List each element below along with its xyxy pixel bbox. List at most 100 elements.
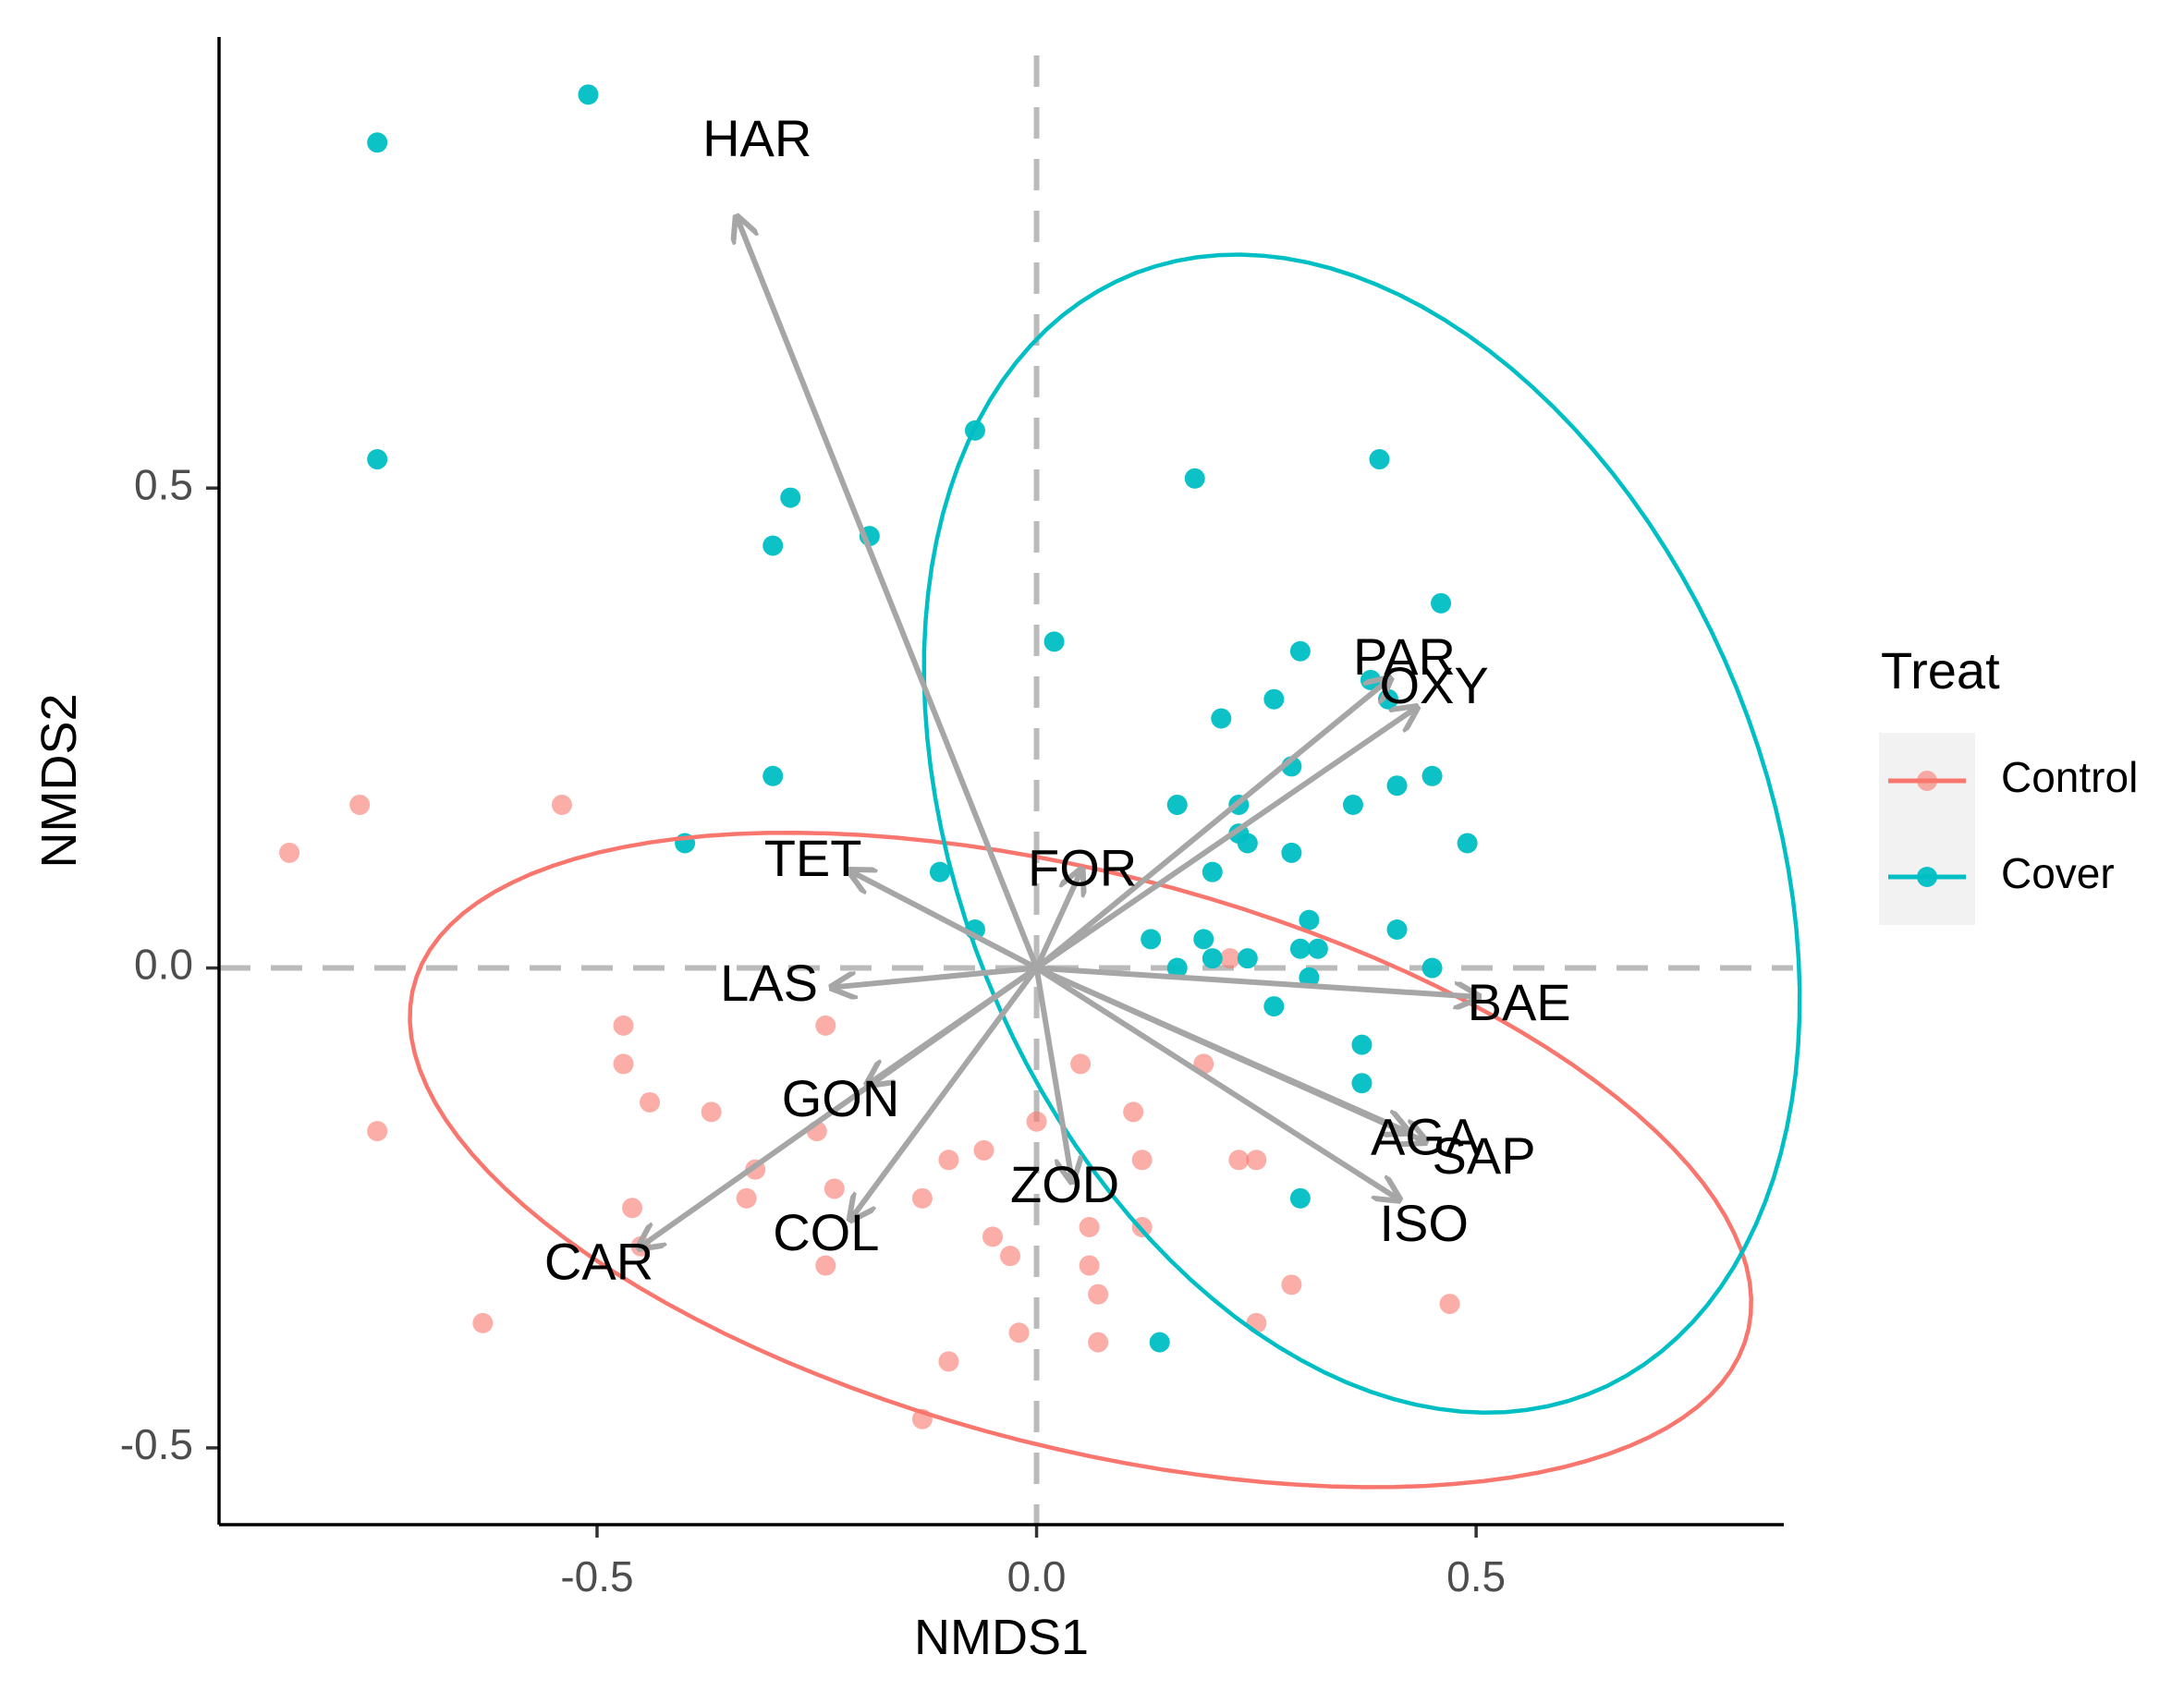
vector-oxy (1034, 709, 1415, 971)
vector-sap (1035, 965, 1423, 1141)
point-control (815, 1255, 836, 1276)
point-cover (1369, 449, 1390, 470)
point-control (911, 1187, 933, 1209)
point-cover (1386, 919, 1408, 940)
point-control (1026, 1111, 1047, 1132)
point-cover (763, 765, 784, 786)
point-cover (1263, 996, 1285, 1017)
point-control (349, 794, 371, 815)
vector-label-for: FOR (1028, 838, 1137, 896)
point-control (1246, 1150, 1267, 1171)
point-cover (1421, 957, 1443, 979)
point-cover (1193, 929, 1214, 950)
point-control (1079, 1217, 1100, 1237)
axes (217, 37, 1784, 1527)
ellipse-cover (921, 252, 1802, 1415)
point-cover (1289, 1187, 1311, 1209)
point-cover (578, 84, 599, 105)
vector-har (738, 219, 1040, 969)
point-control (973, 1139, 994, 1161)
y-axis-title: NMDS2 (31, 693, 87, 868)
point-control (1008, 1322, 1030, 1344)
legend-entry-cover: Cover (1879, 829, 2115, 925)
reference-lines (219, 55, 1793, 1525)
vector-label-bae: BAE (1468, 973, 1571, 1031)
vector-iso (1034, 966, 1397, 1198)
vector-par (1034, 680, 1388, 970)
point-cover (1141, 929, 1162, 950)
point-control (1228, 1150, 1250, 1171)
y-tick-label: -0.5 (120, 1420, 193, 1468)
vector-car (641, 966, 1039, 1247)
point-control (613, 1053, 634, 1075)
point-control (1088, 1332, 1109, 1353)
point-control (1439, 1294, 1460, 1315)
vector-label-iso: ISO (1379, 1194, 1468, 1252)
vector-label-zod: ZOD (1010, 1155, 1119, 1213)
point-cover (780, 487, 801, 508)
point-control (736, 1187, 757, 1209)
x-tick-label: 0.5 (1446, 1552, 1506, 1600)
point-control (1123, 1101, 1144, 1123)
point-cover (1289, 640, 1311, 662)
x-tick-label: 0.0 (1007, 1552, 1067, 1600)
point-control (1131, 1150, 1153, 1171)
point-control (701, 1101, 722, 1123)
vector-label-car: CAR (544, 1232, 653, 1290)
point-cover (1281, 842, 1302, 863)
point-control (938, 1351, 959, 1372)
vector-label-har: HAR (702, 109, 811, 167)
series-cover (367, 84, 1478, 1353)
point-cover (1237, 833, 1258, 854)
legend-key-point (1917, 867, 1937, 887)
legend-title: Treat (1881, 641, 2000, 699)
point-cover (1202, 948, 1223, 969)
x-axis-title: NMDS1 (914, 1610, 1089, 1665)
point-cover (1202, 861, 1223, 882)
vector-bae (1036, 965, 1477, 997)
point-cover (1457, 833, 1478, 854)
vector-col (852, 966, 1039, 1218)
point-cover (1299, 909, 1320, 931)
point-cover (763, 535, 784, 556)
point-cover (1211, 708, 1232, 729)
point-cover (1386, 775, 1408, 797)
legend-label-control: Control (2001, 753, 2138, 801)
legend-key-point (1917, 771, 1937, 791)
point-control (1281, 1274, 1302, 1295)
species-vectors (641, 219, 1477, 1246)
point-control (815, 1015, 836, 1036)
vector-tet (852, 872, 1038, 971)
point-cover (1166, 957, 1188, 979)
point-cover (367, 449, 388, 470)
point-control (982, 1226, 1003, 1247)
point-control (640, 1091, 661, 1113)
point-control (279, 842, 300, 863)
point-cover (1237, 948, 1258, 969)
vector-label-gon: GON (782, 1069, 900, 1127)
point-cover (1043, 631, 1065, 652)
point-cover (1421, 765, 1443, 786)
point-cover (1431, 592, 1452, 614)
vector-label-oxy: OXY (1379, 656, 1488, 714)
vector-label-par: PAR (1353, 627, 1456, 686)
axis-ticks: -0.5 0.0 0.5 -0.5 0.0 0.5 (120, 460, 1506, 1600)
point-control (1088, 1283, 1109, 1305)
vector-label-col: COL (773, 1203, 879, 1261)
vector-las (835, 965, 1037, 988)
point-cover (1166, 794, 1188, 815)
point-control (938, 1150, 959, 1171)
point-cover (1263, 688, 1285, 710)
point-cover (1289, 938, 1311, 959)
x-tick-label: -0.5 (560, 1552, 633, 1600)
legend-entry-control: Control (1879, 733, 2138, 829)
point-cover (1351, 1073, 1373, 1094)
vector-for (1033, 872, 1081, 969)
vector-label-tet: TET (764, 829, 862, 887)
point-cover (1149, 1332, 1170, 1353)
point-control (1219, 948, 1240, 969)
point-control (472, 1312, 494, 1333)
